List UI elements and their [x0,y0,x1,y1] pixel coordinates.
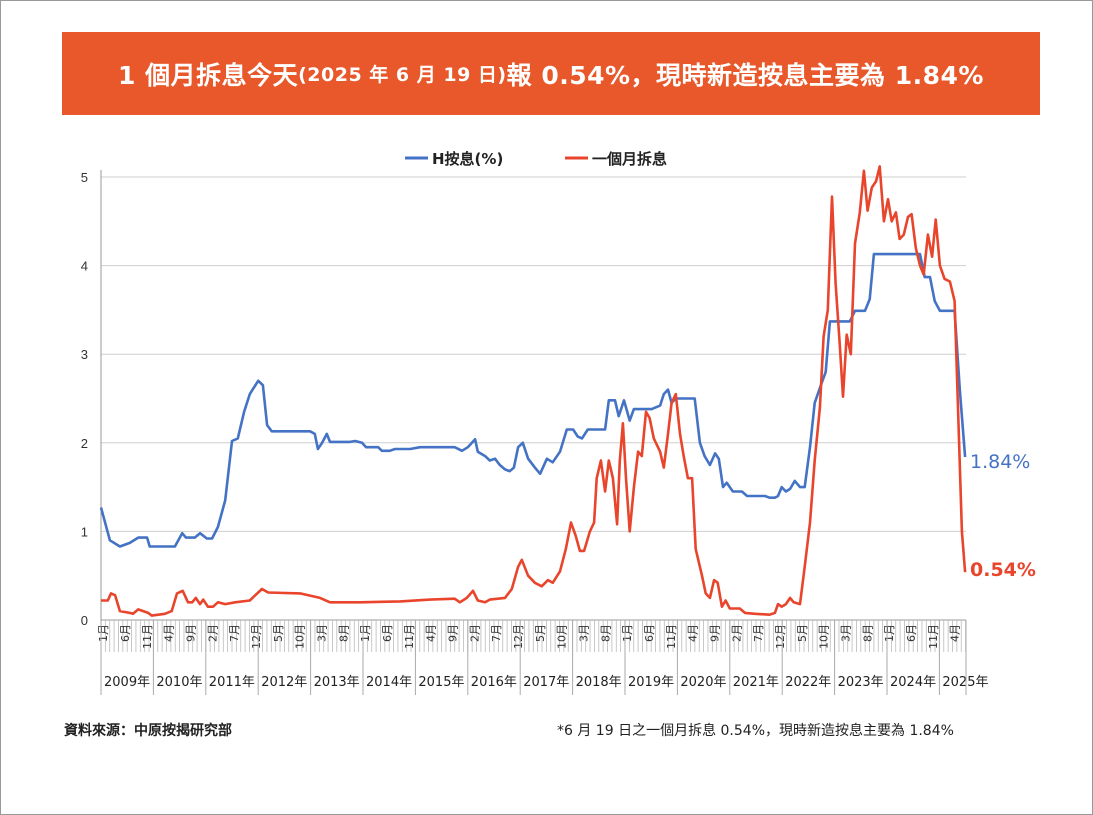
x-month-tick-label: 6月 [905,624,918,642]
title-banner: 1 個月拆息今天 (2025 年 6 月 19 日) 報 0.54%，現時新造按息主… [62,32,1040,115]
y-tick-label: 0 [81,613,88,628]
x-month-tick-label: 12月 [512,624,525,649]
x-month-tick-label: 6月 [643,624,656,642]
x-month-tick-label: 9月 [185,624,198,642]
source-note: 資料來源：中原按揭研究部 [64,723,232,739]
x-month-tick-label: 6月 [381,624,394,642]
x-month-tick-label: 11月 [665,624,678,649]
x-month-tick-label: 1月 [883,624,896,642]
x-month-tick-label: 8月 [599,624,612,642]
x-month-tick-label: 2月 [206,624,219,642]
x-month-tick-label: 2月 [468,624,481,642]
x-month-tick-label: 1月 [97,624,110,642]
x-month-tick-label: 4月 [687,624,700,642]
x-month-tick-label: 4月 [425,624,438,642]
y-tick-label: 3 [81,347,88,362]
x-year-label: 2011年 [209,675,255,690]
x-month-tick-label: 3月 [840,624,853,642]
x-month-tick-label: 1月 [621,624,634,642]
y-tick-label: 2 [81,436,88,451]
x-year-label: 2009年 [104,675,150,690]
x-month-tick-label: 4月 [949,624,962,642]
x-month-tick-label: 8月 [861,624,874,642]
legend-label: 一個月拆息 [592,150,667,168]
y-tick-label: 1 [81,524,88,539]
title-part3: 報 0.54%，現時新造按息主要為 1.84% [506,60,984,90]
x-month-tick-label: 11月 [141,624,154,649]
x-month-tick-label: 5月 [534,624,547,642]
footnote: *6 月 19 日之一個月拆息 0.54%，現時新造按息主要為 1.84% [557,723,954,739]
x-year-label: 2024年 [890,675,936,690]
series-line-hibor [101,165,967,617]
x-month-tick-label: 12月 [774,624,787,649]
x-year-label: 2020年 [680,675,726,690]
y-tick-label: 4 [81,259,88,274]
x-year-label: 2019年 [628,675,674,690]
x-month-tick-label: 1月 [359,624,372,642]
x-month-tick-label: 2月 [730,624,743,642]
x-month-tick-label: 5月 [796,624,809,642]
end-label-h-rate: 1.84% [970,451,1031,473]
x-year-label: 2012年 [261,675,307,690]
x-year-label: 2010年 [156,675,202,690]
x-year-label: 2015年 [418,675,464,690]
x-year-label: 2013年 [314,675,360,690]
x-month-tick-label: 10月 [818,624,831,649]
x-month-tick-label: 7月 [490,624,503,642]
series-line-h-rate [99,252,967,548]
x-month-tick-label: 10月 [556,624,569,649]
x-month-tick-label: 8月 [337,624,350,642]
x-month-tick-label: 9月 [709,624,722,642]
x-month-tick-label: 11月 [927,624,940,649]
x-month-tick-label: 5月 [272,624,285,642]
x-month-tick-label: 9月 [447,624,460,642]
x-year-label: 2014年 [366,675,412,690]
x-year-label: 2023年 [838,675,884,690]
x-month-tick-label: 7月 [228,624,241,642]
x-month-tick-label: 6月 [119,624,132,642]
x-year-label: 2021年 [733,675,779,690]
x-month-tick-label: 7月 [752,624,765,642]
x-year-label: 2017年 [523,675,569,690]
x-month-tick-label: 4月 [163,624,176,642]
x-year-label: 2018年 [576,675,622,690]
x-month-tick-label: 3月 [316,624,329,642]
x-year-label: 2016年 [471,675,517,690]
x-month-tick-label: 11月 [403,624,416,649]
title-date: (2025 年 6 月 19 日) [298,64,507,86]
x-month-tick-label: 12月 [250,624,263,649]
x-year-label: 2025年 [942,675,988,690]
title-part1: 1 個月拆息今天 [118,60,299,90]
x-month-tick-label: 10月 [294,624,307,649]
y-tick-label: 5 [81,170,88,185]
x-year-label: 2022年 [785,675,831,690]
x-month-tick-label: 3月 [578,624,591,642]
legend-label: H按息(%) [432,150,503,168]
end-label-hibor: 0.54% [970,559,1036,581]
